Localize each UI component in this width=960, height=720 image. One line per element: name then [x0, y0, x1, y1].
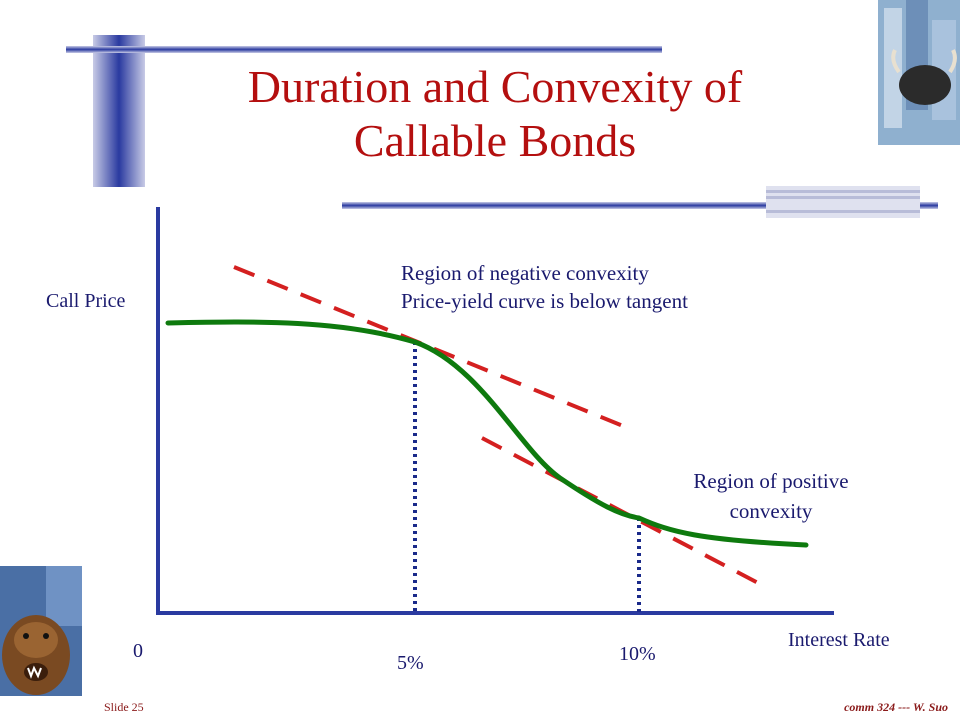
course-credit: comm 324 --- W. Suo [844, 700, 948, 714]
y-axis-label: Call Price [46, 290, 126, 312]
right-horizontal-gradient-rule [342, 202, 938, 209]
annotation-line: Price-yield curve is below tangent [401, 289, 688, 313]
top-horizontal-gradient-rule [66, 46, 662, 53]
left-vertical-gradient-bar [93, 35, 145, 187]
bear-picture [0, 566, 82, 696]
right-stripe-block [766, 186, 920, 218]
annotation-line: Region of positive [693, 469, 849, 493]
negative-convexity-annotation: Region of negative convexity Price-yield… [401, 259, 688, 315]
x-axis-label: Interest Rate [788, 629, 890, 651]
price-yield-curve [165, 319, 809, 548]
slide-number: Slide 25 [104, 700, 144, 714]
positive-convexity-annotation: Region of positive convexity [668, 466, 874, 526]
bull-picture [878, 0, 960, 145]
slide-title: Duration and Convexity of Callable Bonds [150, 60, 840, 168]
x-tick-label-5pct: 5% [397, 652, 424, 674]
title-line-1: Duration and Convexity of [247, 61, 743, 112]
x-tick-label-10pct: 10% [619, 643, 656, 665]
annotation-line: convexity [729, 499, 813, 523]
annotation-line: Region of negative convexity [401, 261, 649, 285]
x-tick-label-0: 0 [133, 640, 143, 662]
title-line-2: Callable Bonds [353, 115, 637, 166]
